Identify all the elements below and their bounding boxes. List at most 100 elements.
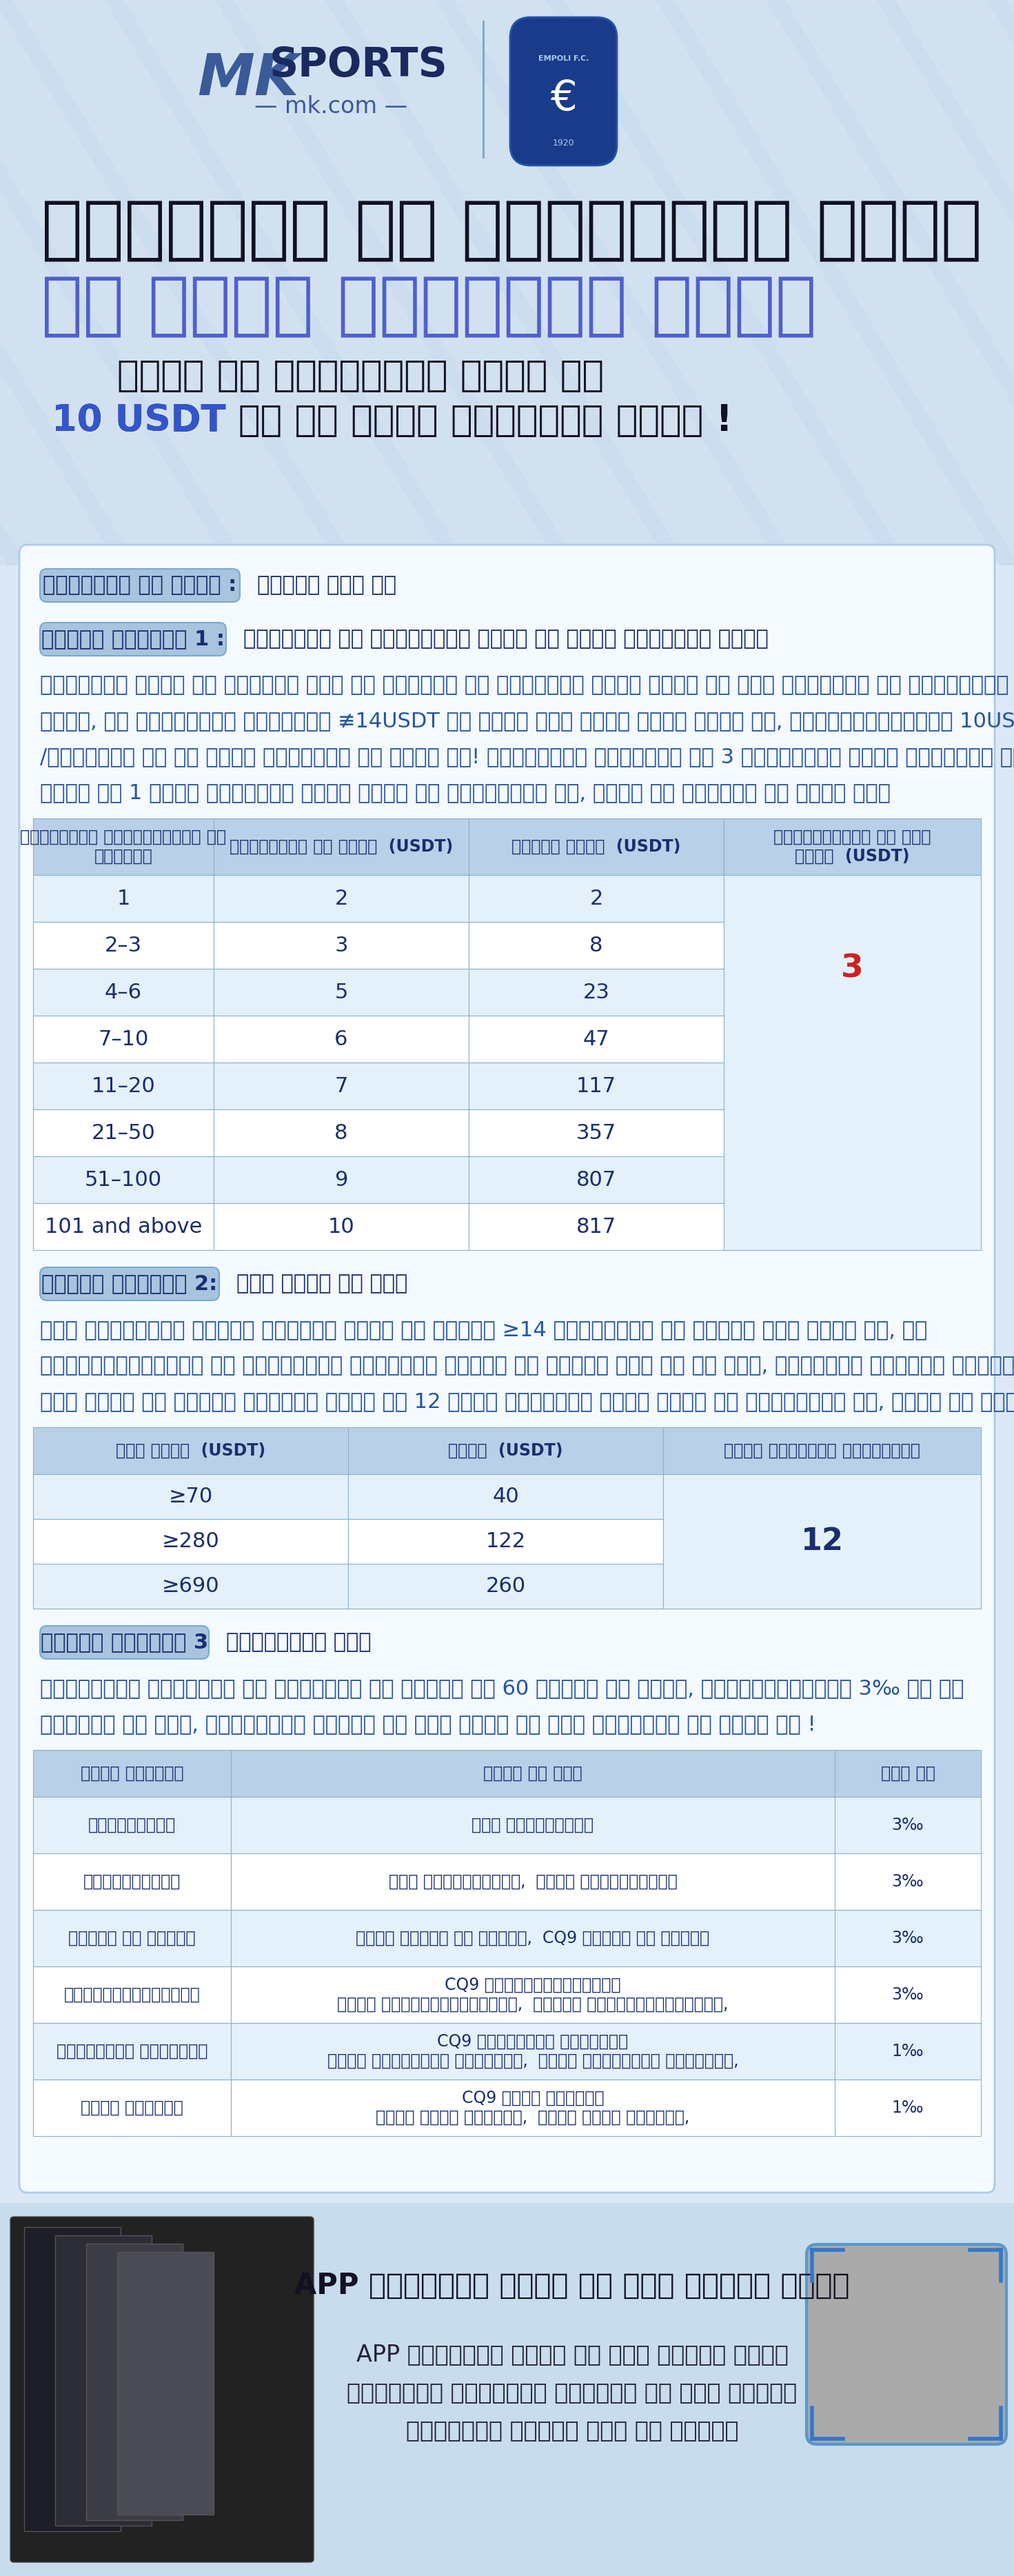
Text: इवेंट कंटेंट 2:: इवेंट कंटेंट 2: [42, 1275, 218, 1293]
Bar [33, 1203, 214, 1249]
Text: सबा एस्पोर्ट्स,  सीधी एस्पोर्ट्स: सबा एस्पोर्ट्स, सीधी एस्पोर्ट्स [388, 1873, 677, 1891]
Polygon shape [455, 0, 889, 564]
Text: जमा करने के लाभ: जमा करने के लाभ [236, 1275, 408, 1293]
Bar [33, 1909, 231, 1965]
Polygon shape [675, 0, 1014, 564]
Text: €: € [551, 77, 577, 118]
Text: 117: 117 [576, 1077, 617, 1095]
Bar [724, 876, 981, 1249]
Bar [214, 1015, 468, 1061]
Bar [468, 819, 724, 876]
Bar [33, 1798, 231, 1852]
Text: स्पोर्ट्स: स्पोर्ट्स [88, 1816, 175, 1834]
Bar [231, 1965, 835, 2022]
Text: डीशी मछली पकड़ना,  जीडई मछली पकड़ना,: डीशी मछली पकड़ना, जीडई मछली पकड़ना, [376, 2110, 690, 2125]
Bar [231, 2022, 835, 2079]
Bar [468, 1203, 724, 1249]
Bar [33, 1520, 348, 1564]
Text: ≥70: ≥70 [168, 1486, 213, 1507]
Bar [468, 1157, 724, 1203]
Bar [214, 922, 468, 969]
Text: स्थल प्रकार: स्थल प्रकार [80, 1765, 184, 1783]
Text: भाग लेने के हकदार होंगे। बोनस को 12 गुना टर्नओवर पूरा करने की आवश्यकता है, राशि : भाग लेने के हकदार होंगे। बोनस को 12 गुना… [40, 1391, 1014, 1412]
Polygon shape [565, 0, 1000, 564]
Text: 9: 9 [335, 1170, 348, 1190]
Bar [24, 2228, 121, 2532]
Bar [835, 1965, 981, 2022]
Bar [33, 1852, 231, 1909]
Bar [33, 819, 214, 876]
Bar [468, 922, 724, 969]
Text: आमंत्रित व्यक्ति के पंजीकरण की तारीख से 60 दिनों के भीतर, निमंत्रणदाता 3‰ तक के: आमंत्रित व्यक्ति के पंजीकरण की तारीख से … [40, 1677, 964, 1698]
Text: 10 USDT तक का बोनस प्राप्त करें !: 10 USDT तक का बोनस प्राप्त करें ! [52, 402, 732, 438]
Bar [468, 969, 724, 1015]
Text: स्थल का नाम: स्थल का नाम [484, 1765, 582, 1783]
Text: छूट दर: छूट दर [880, 1765, 935, 1783]
Text: 11–20: 11–20 [91, 1077, 155, 1095]
Bar [33, 969, 214, 1015]
Polygon shape [1007, 0, 1014, 564]
Text: 3‰: 3‰ [891, 1816, 924, 1834]
Bar [231, 1852, 835, 1909]
Text: किसी को आमंत्रित करें और: किसी को आमंत्रित करें और [118, 358, 604, 394]
Bar [33, 2079, 231, 2136]
Polygon shape [786, 0, 1014, 564]
Text: 3: 3 [335, 935, 348, 956]
Bar [33, 1015, 214, 1061]
Text: 2–3: 2–3 [104, 935, 142, 956]
Text: 3‰: 3‰ [891, 1986, 924, 2004]
FancyBboxPatch shape [19, 544, 995, 2192]
Text: प्रमोशन की अवधि :: प्रमोशन की अवधि : [43, 574, 237, 595]
Text: 260: 260 [486, 1577, 525, 1597]
Text: 10 USDT: 10 USDT [52, 402, 226, 438]
Bar [214, 969, 468, 1015]
Bar [663, 1473, 981, 1607]
Bar [214, 819, 468, 876]
Text: 21–50: 21–50 [91, 1123, 155, 1144]
Bar [33, 1061, 214, 1110]
Text: MK: MK [198, 52, 299, 108]
Polygon shape [345, 0, 779, 564]
Text: 10: 10 [328, 1216, 355, 1236]
Bar [118, 2251, 214, 2514]
Text: — mk.com —: — mk.com — [255, 95, 408, 118]
Text: 817: 817 [576, 1216, 617, 1236]
Text: 1: 1 [117, 889, 130, 909]
Text: 357: 357 [576, 1123, 617, 1144]
Bar [468, 1015, 724, 1061]
Text: बोनस को 1 गुना टर्नओवर पूरा करने की आवश्यकता है, राशि को निकाला जा सकता है।: बोनस को 1 गुना टर्नओवर पूरा करने की आवश्… [40, 783, 890, 804]
Text: 7–10: 7–10 [98, 1028, 149, 1048]
Bar [724, 819, 981, 876]
Bar [33, 1427, 348, 1473]
Polygon shape [14, 0, 448, 564]
Text: सभी स्पोर्ट्स: सभी स्पोर्ट्स [472, 1816, 594, 1834]
Text: EMPOLI F.C.: EMPOLI F.C. [538, 54, 589, 62]
Text: 1‰: 1‰ [892, 2043, 924, 2061]
Text: 2: 2 [335, 889, 348, 909]
Text: डीशी इलेक्ट्रॉनिक्स,  जीडीई इलेक्ट्रॉनिक्स,: डीशी इलेक्ट्रॉनिक्स, जीडीई इलेक्ट्रॉनिक्… [338, 1996, 728, 2012]
Text: इलेक्ट्रॉनिक्स: इलेक्ट्रॉनिक्स [64, 1986, 200, 2004]
Bar [468, 876, 724, 922]
Text: आमंत्रितों के लिए
बोनस  (USDT): आमंत्रितों के लिए बोनस (USDT) [774, 829, 931, 866]
Text: बोया शतरंज और कार्ड,  CQ9 शतरंज और कार्ड: बोया शतरंज और कार्ड, CQ9 शतरंज और कार्ड [356, 1929, 710, 1947]
Text: 12: 12 [801, 1528, 844, 1556]
Text: 23: 23 [583, 981, 609, 1002]
Text: 1‰: 1‰ [892, 2099, 924, 2115]
FancyBboxPatch shape [40, 623, 226, 657]
Bar [33, 1564, 348, 1607]
Text: मित्रों को आमंत्रित करें और बोनस प्राप्त करें: मित्रों को आमंत्रित करें और बोनस प्राप्त… [243, 629, 769, 649]
Bar [214, 1203, 468, 1249]
Bar [33, 922, 214, 969]
Bar [483, 21, 485, 160]
Bar [0, 0, 1014, 564]
Text: बोनस  (USDT): बोनस (USDT) [448, 1443, 563, 1458]
Bar [214, 1110, 468, 1157]
Bar [33, 1157, 214, 1203]
FancyBboxPatch shape [806, 2244, 1007, 2445]
Bar [348, 1473, 663, 1520]
Bar [468, 1110, 724, 1157]
Text: SPORTS: SPORTS [270, 46, 447, 85]
Bar [214, 1157, 468, 1203]
Text: इवेंट कंटेंट 1 :: इवेंट कंटेंट 1 : [42, 629, 225, 649]
Text: 4–6: 4–6 [104, 981, 142, 1002]
